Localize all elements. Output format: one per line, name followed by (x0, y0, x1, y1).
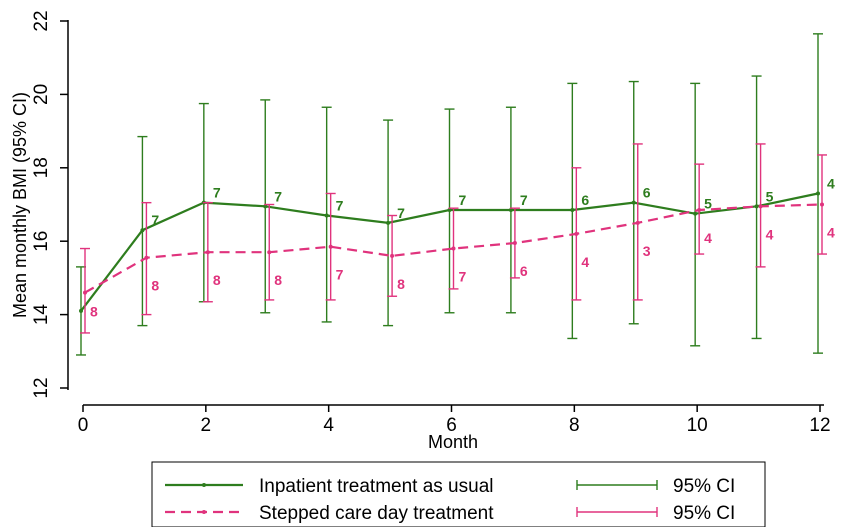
data-point (512, 241, 517, 246)
legend-ci-label-series-1: 95% CI (673, 476, 735, 497)
data-point (324, 213, 329, 218)
n-label: 6 (643, 185, 651, 201)
x-tick-label-10: 10 (687, 415, 708, 436)
plot-area: 7 7 7 7 7 7 7 6 6 5 5 4 8 8 8 8 7 8 7 6 4 3 4 4 4 (76, 33, 835, 356)
data-point (635, 220, 640, 225)
n-label: 8 (397, 276, 405, 292)
n-label: 8 (90, 304, 98, 320)
n-label: 7 (520, 192, 528, 208)
x-tick-label-2: 2 (201, 415, 212, 436)
legend-ci-swatch-series-1 (576, 480, 658, 490)
x-axis-title: Month (428, 432, 478, 452)
data-point (390, 253, 395, 258)
n-label: 7 (213, 185, 221, 201)
axes: 12 14 16 18 20 22 0 2 4 6 8 10 12 Mean monthly BMI … (10, 10, 831, 452)
data-point (267, 250, 272, 255)
x-tick-label-0: 0 (78, 415, 89, 436)
data-point (205, 250, 210, 255)
data-point (508, 208, 513, 213)
n-label: 8 (274, 272, 282, 288)
n-label: 7 (336, 267, 344, 283)
data-point (328, 244, 333, 249)
data-point (79, 308, 83, 313)
n-label: 4 (766, 226, 774, 242)
data-point (820, 202, 824, 207)
data-point (140, 228, 145, 233)
x-tick-label-4: 4 (323, 415, 334, 436)
legend-box (151, 461, 766, 527)
n-label: 5 (766, 188, 774, 204)
legend: Inpatient treatment as usual Stepped car… (151, 461, 766, 527)
n-label: 7 (274, 188, 282, 204)
data-point (570, 208, 575, 213)
data-point (697, 208, 702, 213)
data-point (816, 191, 820, 196)
n-label: 6 (581, 192, 589, 208)
n-label: 7 (459, 269, 467, 285)
x-tick-label-6: 6 (446, 415, 457, 436)
series-1: 7 7 7 7 7 7 7 6 6 5 5 4 (76, 33, 835, 356)
y-tick-label-18: 18 (31, 157, 52, 178)
data-point (758, 204, 763, 209)
legend-ci-swatch-series-2 (576, 507, 658, 517)
y-tick-label-16: 16 (31, 231, 52, 252)
legend-label-series-2: Stepped care day treatment (259, 503, 494, 524)
x-tick-label-8: 8 (569, 415, 580, 436)
x-tick-label-12: 12 (809, 415, 830, 436)
data-point (447, 208, 452, 213)
x-ticks: 0 2 4 6 8 10 12 (78, 405, 831, 436)
n-label: 4 (827, 175, 835, 191)
y-tick-label-12: 12 (31, 377, 52, 398)
data-point (631, 200, 636, 205)
y-tick-label-14: 14 (31, 304, 52, 326)
n-label: 4 (704, 230, 712, 246)
n-label: 3 (643, 243, 651, 259)
n-label: 8 (213, 272, 221, 288)
y-tick-label-22: 22 (31, 10, 52, 31)
series-2: 8 8 8 8 7 8 7 6 4 3 4 4 4 (80, 143, 835, 334)
n-label: 5 (704, 196, 712, 212)
n-label: 7 (397, 205, 405, 221)
legend-marker-series-1 (202, 483, 206, 487)
y-tick-label-20: 20 (31, 84, 52, 105)
n-label: 8 (151, 278, 159, 294)
legend-label-series-1: Inpatient treatment as usual (259, 476, 493, 497)
data-point (451, 246, 456, 251)
n-label: 4 (827, 225, 835, 241)
data-point (263, 204, 268, 209)
data-point (693, 211, 698, 216)
data-point (83, 290, 87, 295)
data-point (754, 204, 759, 209)
data-point (144, 255, 149, 260)
y-ticks: 12 14 16 18 20 22 (31, 10, 68, 399)
data-point (386, 220, 391, 225)
y-axis-title: Mean monthly BMI (95% CI) (10, 92, 30, 318)
n-label: 4 (581, 254, 589, 270)
legend-ci-label-series-2: 95% CI (673, 503, 735, 524)
n-label: 7 (459, 192, 467, 208)
n-label: 7 (336, 198, 344, 214)
data-point (574, 231, 579, 236)
n-label: 6 (520, 263, 528, 279)
n-label: 7 (151, 212, 159, 228)
legend-marker-series-2 (202, 510, 206, 514)
